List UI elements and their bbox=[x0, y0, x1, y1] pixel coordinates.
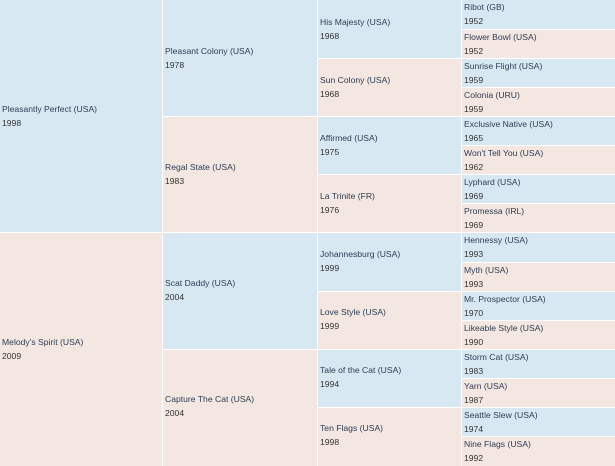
gen3-cell-2[interactable]: Affirmed (USA) 1975 bbox=[318, 117, 462, 175]
horse-year: 1999 bbox=[320, 321, 340, 331]
gen3-cell-3[interactable]: La Trinite (FR) 1976 bbox=[318, 175, 462, 233]
horse-name[interactable]: Scat Daddy (USA) bbox=[165, 278, 236, 288]
horse-year: 1983 bbox=[464, 366, 484, 376]
horse-year: 1968 bbox=[320, 89, 340, 99]
horse-name[interactable]: Ribot (GB) bbox=[464, 2, 505, 12]
gen4-cell-4[interactable]: Exclusive Native (USA) 1965 bbox=[462, 117, 615, 146]
horse-name[interactable]: Mr. Prospector (USA) bbox=[464, 294, 546, 304]
horse-year: 1970 bbox=[464, 308, 484, 318]
horse-year: 1987 bbox=[464, 395, 484, 405]
horse-year: 1998 bbox=[320, 437, 340, 447]
horse-name[interactable]: La Trinite (FR) bbox=[320, 191, 375, 201]
gen4-cell-1[interactable]: Flower Bowl (USA) 1952 bbox=[462, 30, 615, 59]
gen1-cell-0[interactable]: Pleasantly Perfect (USA) 1998 bbox=[0, 0, 163, 233]
horse-name[interactable]: Hennessy (USA) bbox=[464, 235, 528, 245]
gen2-cell-2[interactable]: Scat Daddy (USA) 2004 bbox=[163, 233, 318, 350]
horse-name[interactable]: Exclusive Native (USA) bbox=[464, 119, 553, 129]
horse-name[interactable]: Affirmed (USA) bbox=[320, 133, 378, 143]
gen3-cell-0[interactable]: His Majesty (USA) 1968 bbox=[318, 0, 462, 59]
horse-name[interactable]: Myth (USA) bbox=[464, 265, 509, 275]
gen2-cell-3[interactable]: Capture The Cat (USA) 2004 bbox=[163, 350, 318, 466]
horse-name[interactable]: Sunrise Flight (USA) bbox=[464, 61, 543, 71]
horse-name[interactable]: Storm Cat (USA) bbox=[464, 352, 529, 362]
horse-year: 1993 bbox=[464, 279, 484, 289]
horse-name[interactable]: Colonia (URU) bbox=[464, 90, 520, 100]
gen4-cell-13[interactable]: Yarn (USA) 1987 bbox=[462, 379, 615, 408]
horse-name[interactable]: Yarn (USA) bbox=[464, 381, 508, 391]
horse-year: 1975 bbox=[320, 147, 340, 157]
gen1-cell-1[interactable]: Melody's Spirit (USA) 2009 bbox=[0, 233, 163, 466]
gen4-cell-15[interactable]: Nine Flags (USA) 1992 bbox=[462, 437, 615, 466]
horse-name[interactable]: Sun Colony (USA) bbox=[320, 75, 391, 85]
horse-year: 1952 bbox=[464, 46, 484, 56]
horse-name[interactable]: Tale of the Cat (USA) bbox=[320, 365, 402, 375]
horse-name[interactable]: Pleasantly Perfect (USA) bbox=[2, 104, 98, 114]
gen4-cell-9[interactable]: Myth (USA) 1993 bbox=[462, 263, 615, 292]
gen4-cell-6[interactable]: Lyphard (USA) 1969 bbox=[462, 175, 615, 204]
horse-name[interactable]: Capture The Cat (USA) bbox=[165, 394, 255, 404]
horse-name[interactable]: Love Style (USA) bbox=[320, 307, 386, 317]
horse-year: 1994 bbox=[320, 379, 340, 389]
horse-name[interactable]: Nine Flags (USA) bbox=[464, 439, 531, 449]
gen2-cell-0[interactable]: Pleasant Colony (USA) 1978 bbox=[163, 0, 318, 117]
gen4-cell-10[interactable]: Mr. Prospector (USA) 1970 bbox=[462, 292, 615, 321]
gen3-cell-5[interactable]: Love Style (USA) 1999 bbox=[318, 292, 462, 350]
horse-name[interactable]: Likeable Style (USA) bbox=[464, 323, 544, 333]
horse-name[interactable]: Seattle Slew (USA) bbox=[464, 410, 538, 420]
horse-year: 1969 bbox=[464, 191, 484, 201]
gen4-cell-14[interactable]: Seattle Slew (USA) 1974 bbox=[462, 408, 615, 437]
horse-year: 1992 bbox=[464, 453, 484, 463]
horse-year: 1999 bbox=[320, 263, 340, 273]
horse-name[interactable]: Promessa (IRL) bbox=[464, 206, 525, 216]
horse-name[interactable]: Regal State (USA) bbox=[165, 162, 236, 172]
horse-name[interactable]: His Majesty (USA) bbox=[320, 17, 391, 27]
horse-name[interactable]: Pleasant Colony (USA) bbox=[165, 46, 254, 56]
horse-name[interactable]: Lyphard (USA) bbox=[464, 177, 521, 187]
horse-name[interactable]: Johannesburg (USA) bbox=[320, 249, 401, 259]
horse-year: 1974 bbox=[464, 424, 484, 434]
horse-year: 1959 bbox=[464, 75, 484, 85]
gen3-cell-6[interactable]: Tale of the Cat (USA) 1994 bbox=[318, 350, 462, 408]
horse-name[interactable]: Ten Flags (USA) bbox=[320, 423, 384, 433]
gen4-cell-11[interactable]: Likeable Style (USA) 1990 bbox=[462, 321, 615, 350]
horse-year: 1993 bbox=[464, 249, 484, 259]
horse-name[interactable]: Melody's Spirit (USA) bbox=[2, 337, 84, 347]
horse-year: 1952 bbox=[464, 16, 484, 26]
horse-year: 1965 bbox=[464, 133, 484, 143]
horse-year: 1998 bbox=[2, 118, 22, 128]
gen4-cell-3[interactable]: Colonia (URU) 1959 bbox=[462, 88, 615, 117]
gen4-cell-0[interactable]: Ribot (GB) 1952 bbox=[462, 0, 615, 30]
horse-year: 2009 bbox=[2, 351, 22, 361]
gen3-cell-4[interactable]: Johannesburg (USA) 1999 bbox=[318, 233, 462, 292]
horse-year: 1959 bbox=[464, 104, 484, 114]
gen4-cell-5[interactable]: Won't Tell You (USA) 1962 bbox=[462, 146, 615, 175]
gen4-cell-12[interactable]: Storm Cat (USA) 1983 bbox=[462, 350, 615, 379]
horse-year: 1978 bbox=[165, 60, 185, 70]
horse-year: 1969 bbox=[464, 220, 484, 230]
horse-year: 1990 bbox=[464, 337, 484, 347]
gen4-cell-8[interactable]: Hennessy (USA) 1993 bbox=[462, 233, 615, 263]
gen4-cell-7[interactable]: Promessa (IRL) 1969 bbox=[462, 204, 615, 233]
horse-year: 1962 bbox=[464, 162, 484, 172]
horse-year: 1976 bbox=[320, 205, 340, 215]
gen3-cell-7[interactable]: Ten Flags (USA) 1998 bbox=[318, 408, 462, 466]
horse-year: 1983 bbox=[165, 176, 185, 186]
gen2-cell-1[interactable]: Regal State (USA) 1983 bbox=[163, 117, 318, 233]
horse-year: 1968 bbox=[320, 31, 340, 41]
horse-year: 2004 bbox=[165, 292, 185, 302]
horse-name[interactable]: Flower Bowl (USA) bbox=[464, 32, 537, 42]
gen3-cell-1[interactable]: Sun Colony (USA) 1968 bbox=[318, 59, 462, 117]
gen4-cell-2[interactable]: Sunrise Flight (USA) 1959 bbox=[462, 59, 615, 88]
horse-year: 2004 bbox=[165, 408, 185, 418]
horse-name[interactable]: Won't Tell You (USA) bbox=[464, 148, 544, 158]
